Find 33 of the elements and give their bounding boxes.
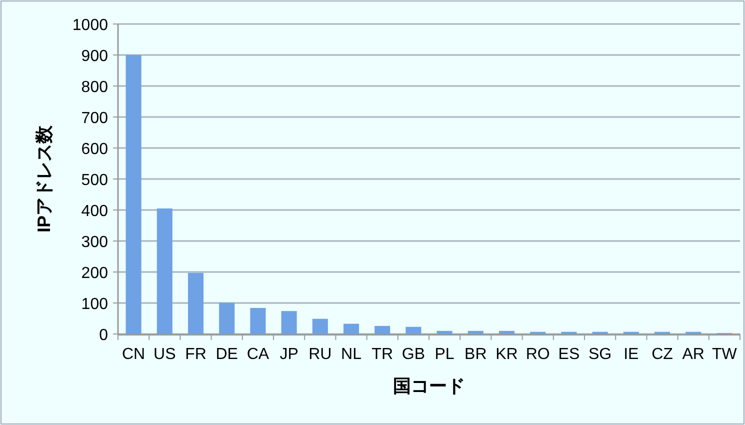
- x-tick-label: ES: [558, 346, 580, 363]
- x-tick-label: BR: [464, 346, 487, 363]
- y-tick-label: 100: [81, 296, 108, 313]
- x-tick-label: PL: [434, 346, 454, 363]
- x-tick-label: US: [154, 346, 176, 363]
- x-tick-label: NL: [341, 346, 362, 363]
- y-tick-label: 900: [81, 48, 108, 65]
- x-tick-label: TR: [372, 346, 394, 363]
- y-tick-label: 800: [81, 79, 108, 96]
- y-tick-label: 1000: [72, 17, 108, 34]
- y-tick-label: 500: [81, 172, 108, 189]
- x-tick-label: CN: [122, 346, 146, 363]
- x-tick-label: FR: [185, 346, 206, 363]
- y-axis-title: IPアドレス数: [34, 124, 54, 233]
- x-tick-label: IE: [624, 346, 639, 363]
- x-tick-label: CZ: [652, 346, 674, 363]
- x-tick-label: AR: [682, 346, 704, 363]
- y-tick-label: 400: [81, 203, 108, 220]
- x-tick-label: SG: [588, 346, 612, 363]
- x-tick-label: CA: [246, 346, 270, 363]
- y-tick-label: 300: [81, 234, 108, 251]
- x-axis-title: 国コード: [393, 376, 465, 396]
- x-tick-label: KR: [496, 346, 518, 363]
- x-tick-label: DE: [216, 346, 238, 363]
- y-tick-label: 0: [99, 327, 108, 344]
- x-tick-label: JP: [280, 346, 298, 363]
- y-tick-label: 200: [81, 265, 108, 282]
- x-tick-label: TW: [712, 346, 738, 363]
- y-tick-label: 600: [81, 141, 108, 158]
- y-tick-label: 700: [81, 110, 108, 127]
- x-tick-label: RU: [308, 346, 332, 363]
- x-tick-label: GB: [402, 346, 426, 363]
- x-tick-label: RO: [526, 346, 550, 363]
